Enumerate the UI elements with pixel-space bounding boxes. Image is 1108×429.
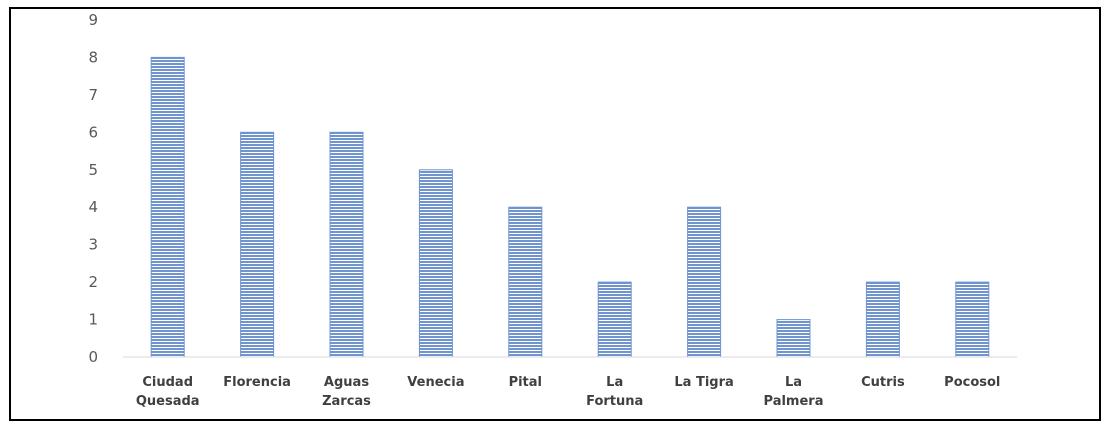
chart-frame: 0 1 2 3 4 5 6 7 8 9 Ciudad Quesada Florencia Aguas Za… — [9, 7, 1101, 421]
category-label-line: Cutris — [861, 375, 905, 390]
category-label: Pital — [509, 375, 542, 390]
bar — [508, 206, 543, 358]
y-tick-label: 3 — [88, 236, 98, 254]
category-label-line: Zarcas — [322, 394, 371, 409]
category-label: Ciudad Quesada — [136, 375, 200, 409]
y-tick-label: 9 — [88, 11, 98, 29]
category-label: Venecia — [407, 375, 464, 390]
category-label: Florencia — [223, 375, 291, 390]
bars — [150, 56, 990, 358]
category-label-line: Ciudad — [142, 375, 193, 390]
y-tick-label: 5 — [88, 161, 98, 179]
y-tick-label: 2 — [88, 273, 98, 291]
category-label-line: Palmera — [764, 394, 824, 409]
category-label-line: Florencia — [223, 375, 291, 390]
category-label-line: Aguas — [324, 375, 369, 390]
category-label-line: Fortuna — [586, 394, 643, 409]
category-label: La Palmera — [764, 375, 824, 409]
category-label: Cutris — [861, 375, 905, 390]
bar — [955, 281, 990, 358]
bar — [597, 281, 632, 358]
category-label-line: Venecia — [407, 375, 464, 390]
category-label-line: La — [606, 375, 623, 390]
category-label: Aguas Zarcas — [322, 375, 371, 409]
bar — [687, 206, 722, 358]
category-label: La Fortuna — [586, 375, 643, 409]
y-tick-label: 7 — [88, 86, 98, 104]
category-label: La Tigra — [674, 375, 733, 390]
y-tick-label: 8 — [88, 48, 98, 66]
category-label-line: La — [785, 375, 802, 390]
category-label-line: Pocosol — [944, 375, 1000, 390]
category-label-line: Pital — [509, 375, 542, 390]
bar — [150, 56, 185, 358]
y-tick-label: 0 — [88, 348, 98, 366]
x-axis: Ciudad Quesada Florencia Aguas Zarcas Venecia… — [136, 375, 1001, 409]
bar — [418, 169, 453, 358]
y-tick-label: 6 — [88, 123, 98, 141]
y-tick-label: 4 — [88, 198, 98, 216]
bar — [240, 131, 275, 358]
category-label-line: La Tigra — [674, 375, 733, 390]
category-label-line: Quesada — [136, 394, 200, 409]
y-axis: 0 1 2 3 4 5 6 7 8 9 — [88, 11, 98, 366]
bar — [865, 281, 900, 358]
y-tick-label: 1 — [88, 311, 98, 329]
bar — [776, 319, 811, 358]
category-label: Pocosol — [944, 375, 1000, 390]
bar — [329, 131, 364, 358]
bar-chart: 0 1 2 3 4 5 6 7 8 9 Ciudad Quesada Florencia Aguas Za… — [88, 11, 1017, 409]
